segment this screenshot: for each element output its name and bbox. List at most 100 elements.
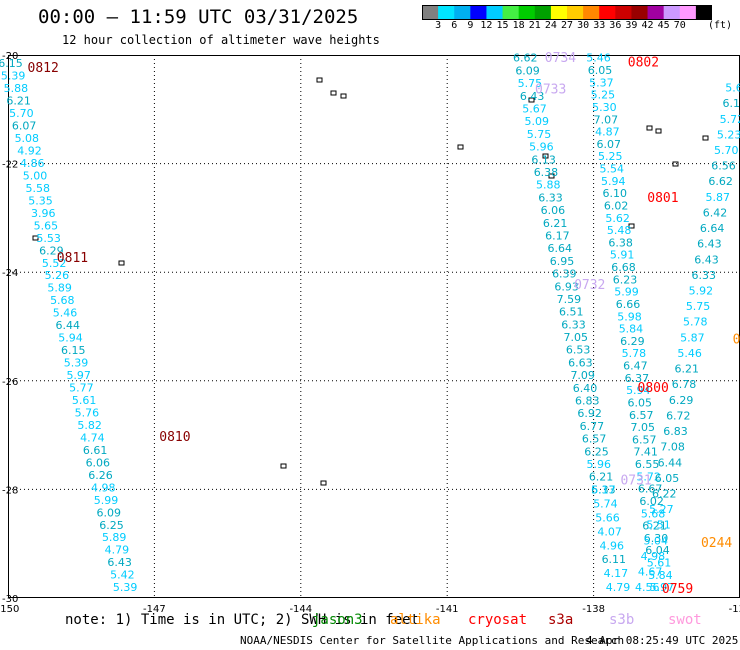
island-outline <box>628 223 635 229</box>
colorbar-swatch <box>550 5 568 20</box>
wave-height-label: 5.87 <box>680 331 705 344</box>
wave-height-label: 7.07 <box>594 113 619 126</box>
wave-height-label: 5.78 <box>683 316 708 329</box>
wave-height-label: 6.09 <box>96 506 121 519</box>
wave-height-label: 5.58 <box>25 182 50 195</box>
colorbar-label: 33 <box>593 20 606 31</box>
wave-height-label: 6.92 <box>577 407 602 420</box>
wave-height-label: 4.56 <box>635 581 660 594</box>
y-tick-label: -20 <box>2 51 18 62</box>
wave-height-label: 6.05 <box>655 472 680 485</box>
footnote: note: 1) Time is in UTC; 2) SWH is in fe… <box>65 612 420 628</box>
wave-height-label: 6.21 <box>675 363 700 376</box>
wave-height-label: 6.43 <box>697 238 722 251</box>
colorbar-label: 21 <box>528 20 541 31</box>
legend-altika: altika <box>390 612 441 628</box>
pass-time-label: 0733 <box>535 83 566 98</box>
wave-height-label: 5.70 <box>714 144 739 157</box>
wave-height-label: 5.39 <box>1 70 26 83</box>
wave-height-label: 5.51 <box>646 519 671 532</box>
wave-height-label: 7.08 <box>660 441 685 454</box>
island-outline <box>320 480 327 486</box>
x-tick-label: -138 <box>582 604 605 615</box>
wave-height-label: 7.05 <box>630 421 655 434</box>
wave-height-label: 6.09 <box>515 64 540 77</box>
wave-height-label: 5.92 <box>689 285 714 298</box>
island-outline <box>457 144 464 150</box>
wave-height-label: 4.67 <box>638 566 663 579</box>
wave-height-label: 5.84 <box>648 569 673 582</box>
wave-height-label: 6.21 <box>642 520 667 533</box>
colorbar-label: 3 <box>435 20 442 31</box>
wave-height-label: 4.98 <box>641 550 666 563</box>
pass-time-label: 0244 <box>701 536 732 551</box>
wave-height-label: 5.98 <box>617 310 642 323</box>
wave-height-label: 5.17 <box>591 483 616 496</box>
wave-height-label: 6.37 <box>625 372 650 385</box>
wave-height-label: 4.07 <box>597 525 622 538</box>
wave-height-label: 6.33 <box>538 191 563 204</box>
wave-height-label: 6.57 <box>632 433 657 446</box>
wave-height-label: 5.75 <box>518 77 543 90</box>
wave-height-label: 5.42 <box>110 569 135 582</box>
colorbar-label: 42 <box>641 20 654 31</box>
wave-height-label: 6.26 <box>88 469 113 482</box>
wave-height-label: 6.06 <box>541 204 566 217</box>
wave-height-label: 6.22 <box>652 487 677 500</box>
island-outline <box>32 235 39 241</box>
colorbar-label: 15 <box>496 20 509 31</box>
wave-height-label: 5.61 <box>72 394 97 407</box>
island-outline <box>340 93 347 99</box>
legend-s3b: s3b <box>609 612 635 628</box>
wave-height-label: 5.96 <box>587 458 612 471</box>
wave-height-label: 6.02 <box>604 199 629 212</box>
wave-height-label: 5.75 <box>686 300 711 313</box>
chart-title: 00:00 – 11:59 UTC 03/31/2025 <box>38 6 359 28</box>
colorbar-label: 18 <box>512 20 525 31</box>
pass-time-label: 0800 <box>638 381 669 396</box>
wave-height-label: 6.62 <box>708 175 733 188</box>
wave-height-label: 6.43 <box>694 253 719 266</box>
pass-time-label: 0731 <box>620 474 651 489</box>
wave-height-label: 4.96 <box>599 539 624 552</box>
island-outline <box>316 77 323 83</box>
island-outline <box>655 128 662 134</box>
wave-height-label: 5.97 <box>66 369 91 382</box>
wave-height-label: 5.72 <box>636 470 661 483</box>
wave-height-label: 6.43 <box>520 90 545 103</box>
colorbar-swatch <box>583 5 600 20</box>
wave-height-label: 5.25 <box>598 150 623 163</box>
pass-time-label: 0734 <box>545 51 576 66</box>
wave-height-label: 6.57 <box>629 409 654 422</box>
wave-height-label: 6.77 <box>580 420 605 433</box>
wave-height-label: 6.47 <box>623 360 648 373</box>
wave-height-label: 5.68 <box>641 507 666 520</box>
wave-height-label: 6.25 <box>99 519 124 532</box>
wave-height-label: 4.79 <box>105 544 130 557</box>
legend-cryosat: cryosat <box>468 612 528 628</box>
wave-height-label: 6.13 <box>531 153 556 166</box>
wave-height-label: 6.30 <box>644 532 669 545</box>
y-tick-label: -26 <box>2 377 18 388</box>
wave-height-label: 5.72 <box>720 113 740 126</box>
wave-height-label: 6.38 <box>608 236 633 249</box>
wave-height-label: 6.93 <box>554 280 579 293</box>
wave-height-label: 6.44 <box>56 319 81 332</box>
wave-height-label: 6.04 <box>645 544 670 557</box>
wave-height-label: 6.40 <box>573 382 598 395</box>
island-outline <box>548 173 555 179</box>
wave-height-label: 4.92 <box>17 144 42 157</box>
colorbar-swatch <box>695 5 712 20</box>
pass-time-label: 0759 <box>662 582 693 597</box>
wave-height-label: 6.33 <box>591 483 616 496</box>
y-tick-label: -30 <box>2 594 18 605</box>
wave-height-label: 6.29 <box>39 244 64 257</box>
wave-height-label: 6.29 <box>669 394 694 407</box>
wave-height-label: 3.96 <box>31 207 56 220</box>
wave-height-label: 5.46 <box>677 347 702 360</box>
wave-height-label: 4.98 <box>91 481 116 494</box>
wave-height-label: 6.64 <box>547 242 572 255</box>
wave-height-label: 6.05 <box>588 64 613 77</box>
colorbar-swatch <box>422 5 439 20</box>
